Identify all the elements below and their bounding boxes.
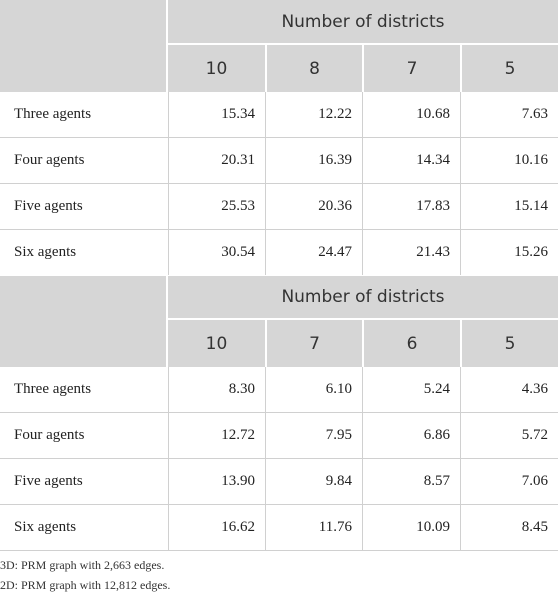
cell-value: 16.62 [168,505,265,551]
footnote: 2D: PRM graph with 12,812 edges. [0,578,171,592]
table-header: Number of districts [168,275,558,320]
row-label: Five agents [0,459,168,505]
cell-value: 20.31 [168,138,265,184]
column-header: 7 [362,45,460,92]
cell-value: 20.36 [265,184,362,230]
cell-value: 15.34 [168,92,265,138]
footnote: 3D: PRM graph with 2,663 edges. [0,558,165,572]
row-label: Four agents [0,413,168,459]
cell-value: 21.43 [362,230,460,276]
cell-value: 8.45 [460,505,558,551]
cell-value: 5.72 [460,413,558,459]
column-header: 6 [362,320,460,367]
cell-value: 7.95 [265,413,362,459]
cell-value: 30.54 [168,230,265,276]
cell-value: 6.86 [362,413,460,459]
cell-value: 12.72 [168,413,265,459]
header-corner [0,0,168,92]
column-header: 5 [460,320,558,367]
cell-value: 17.83 [362,184,460,230]
row-label: Five agents [0,184,168,230]
cell-value: 15.14 [460,184,558,230]
cell-value: 7.63 [460,92,558,138]
cell-value: 16.39 [265,138,362,184]
row-label: Four agents [0,138,168,184]
column-header: 10 [168,320,265,367]
header-corner [0,275,168,367]
cell-value: 8.30 [168,367,265,413]
cell-value: 12.22 [265,92,362,138]
cell-value: 4.36 [460,367,558,413]
cell-value: 14.34 [362,138,460,184]
cell-value: 10.68 [362,92,460,138]
column-header: 10 [168,45,265,92]
cell-value: 5.24 [362,367,460,413]
row-label: Three agents [0,367,168,413]
cell-value: 8.57 [362,459,460,505]
column-header: 7 [265,320,362,367]
cell-value: 10.16 [460,138,558,184]
cell-value: 6.10 [265,367,362,413]
cell-value: 10.09 [362,505,460,551]
row-label: Three agents [0,92,168,138]
row-label: Six agents [0,230,168,276]
cell-value: 13.90 [168,459,265,505]
cell-value: 25.53 [168,184,265,230]
column-header: 8 [265,45,362,92]
table-header: Number of districts [168,0,558,45]
row-label: Six agents [0,505,168,551]
cell-value: 15.26 [460,230,558,276]
column-header: 5 [460,45,558,92]
cell-value: 11.76 [265,505,362,551]
cell-value: 9.84 [265,459,362,505]
cell-value: 7.06 [460,459,558,505]
cell-value: 24.47 [265,230,362,276]
